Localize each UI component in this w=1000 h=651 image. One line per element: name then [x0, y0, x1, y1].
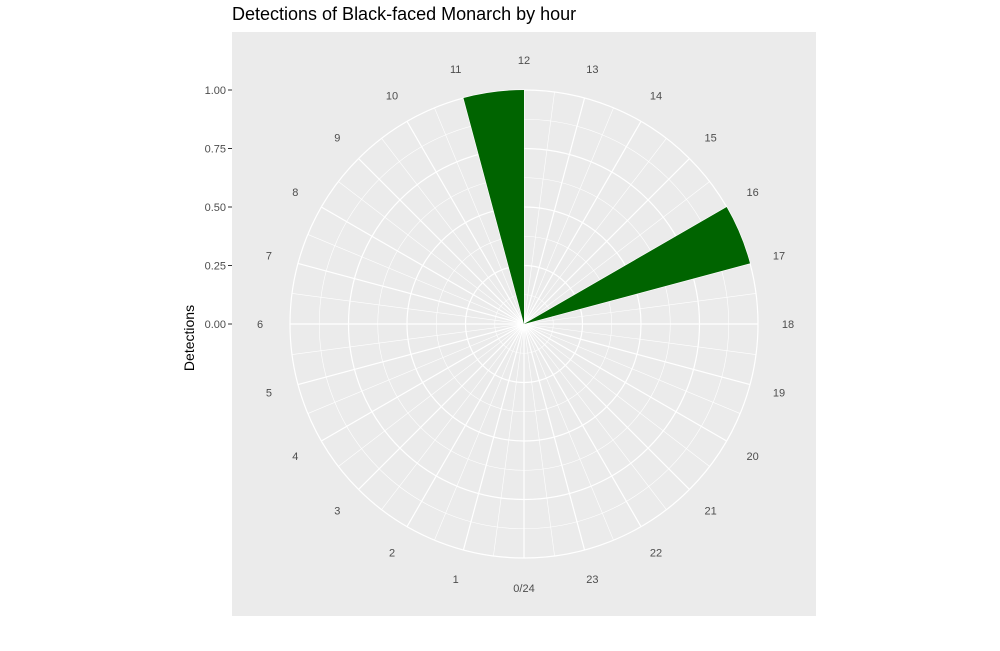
- hour-label: 9: [334, 132, 340, 144]
- y-tick-label: 0.50: [205, 202, 226, 214]
- hour-label: 22: [650, 548, 662, 560]
- hour-label: 4: [292, 451, 298, 463]
- hour-label: 12: [518, 55, 530, 67]
- hour-label: 10: [386, 90, 398, 102]
- major-spoke: [406, 323, 525, 527]
- hour-label: 3: [334, 506, 340, 518]
- bars: [463, 90, 751, 324]
- hour-label: 1: [453, 574, 459, 586]
- hour-label: 0/24: [513, 583, 534, 595]
- hour-label: 19: [773, 387, 785, 399]
- hour-label: 20: [747, 451, 759, 463]
- major-spoke: [523, 323, 690, 490]
- major-spoke: [321, 206, 525, 325]
- hour-label: 15: [705, 132, 717, 144]
- hour-label: 2: [389, 548, 395, 560]
- major-spoke: [321, 323, 525, 442]
- major-spoke: [462, 323, 525, 551]
- bar-11: [463, 90, 524, 324]
- y-axis: 0.00 0.25 0.50 0.75 1.00: [205, 85, 232, 331]
- chart-title: Detections of Black-faced Monarch by hou…: [232, 4, 577, 24]
- hour-label: 5: [266, 387, 272, 399]
- hour-label: 7: [266, 251, 272, 263]
- bar-16: [524, 207, 751, 324]
- hour-label: 16: [747, 187, 759, 199]
- y-tick-label: 0.75: [205, 144, 226, 156]
- major-spoke: [523, 158, 690, 325]
- hour-label: 11: [450, 64, 461, 76]
- hour-labels: 0/24123456789101112131415161718192021222…: [257, 55, 794, 595]
- major-spoke: [523, 97, 586, 325]
- major-spoke: [523, 323, 642, 527]
- major-spoke: [523, 323, 751, 386]
- y-tick-label: 0.25: [205, 261, 226, 273]
- major-spoke: [297, 323, 525, 386]
- hour-label: 18: [782, 319, 794, 331]
- hour-label: 17: [773, 251, 785, 263]
- major-spoke: [358, 158, 525, 325]
- hour-label: 6: [257, 319, 263, 331]
- y-tick-label: 1.00: [205, 85, 226, 97]
- y-tick-label: 0.00: [205, 319, 226, 331]
- hour-label: 8: [292, 187, 298, 199]
- major-spoke: [358, 323, 525, 490]
- major-spoke: [406, 121, 525, 325]
- hour-label: 14: [650, 90, 662, 102]
- hour-label: 23: [586, 574, 598, 586]
- major-spoke: [523, 121, 642, 325]
- major-spoke: [523, 323, 727, 442]
- hour-label: 13: [586, 64, 598, 76]
- hour-label: 21: [705, 506, 717, 518]
- major-spoke: [297, 262, 525, 325]
- major-spoke: [523, 323, 586, 551]
